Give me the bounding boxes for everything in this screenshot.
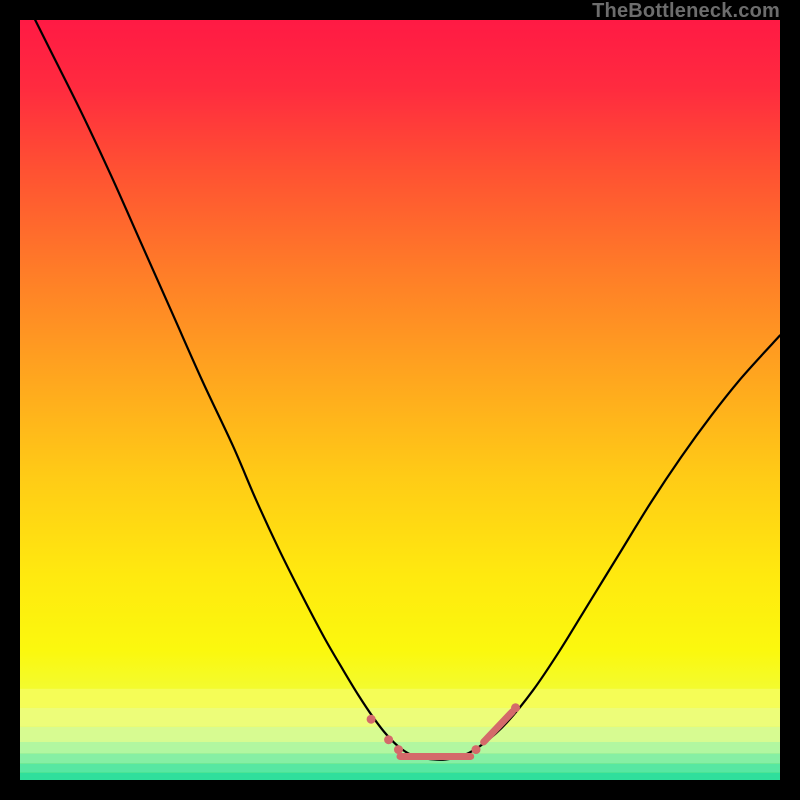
bottleneck-chart: [20, 20, 780, 780]
outer-frame: TheBottleneck.com: [0, 0, 800, 800]
bottom-color-stripes: [20, 689, 780, 780]
gradient-background: [20, 20, 780, 780]
